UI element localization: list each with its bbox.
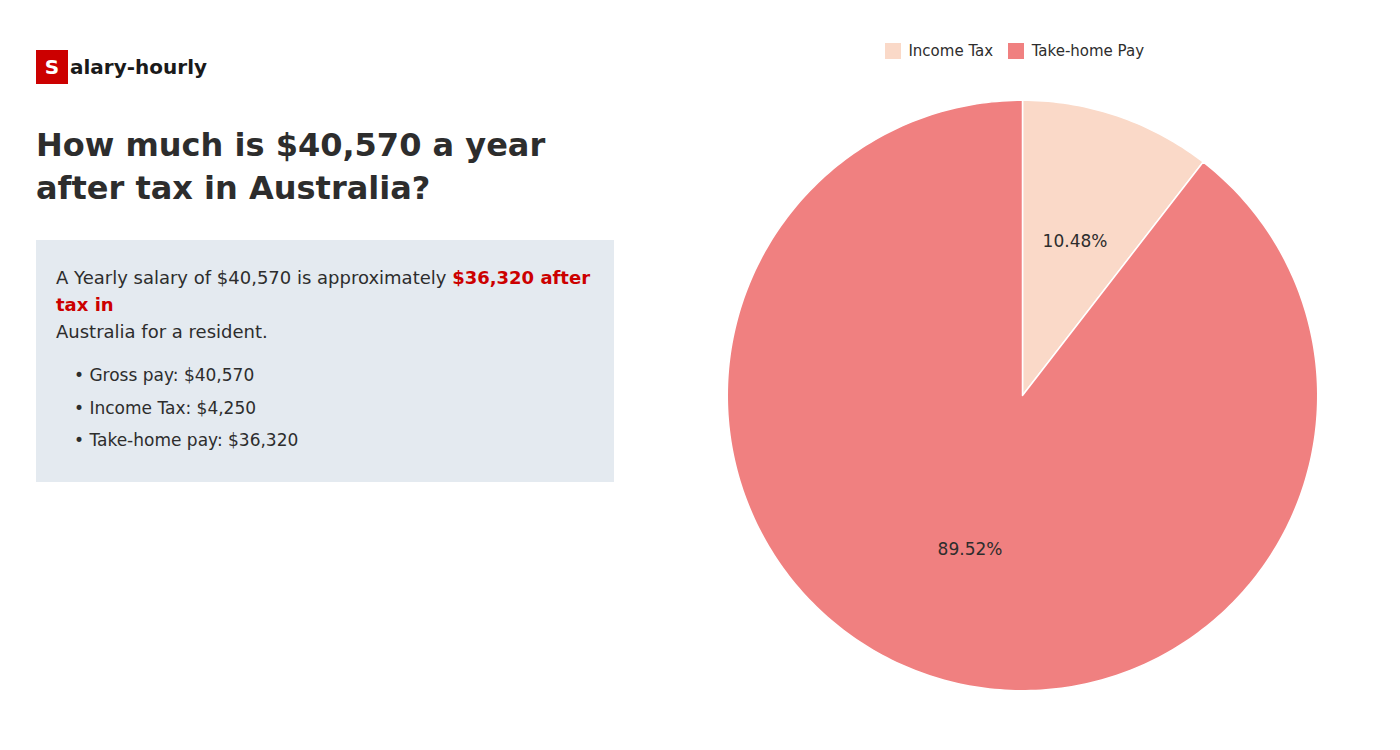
html-text:• Take-home pay: $36,320: • Take-home pay: $36,320 bbox=[74, 430, 299, 450]
html-text:A Yearly salary of $40,570 is: A Yearly salary of $40,570 is approximat… bbox=[56, 267, 591, 316]
html-text:S: S bbox=[44, 55, 60, 79]
html-text:How much is $40,570 a year aft: How much is $40,570 a year after tax in … bbox=[36, 126, 546, 208]
html-text:• Income Tax: $4,250: • Income Tax: $4,250 bbox=[74, 397, 257, 418]
html-text:Income Tax: Income Tax bbox=[908, 42, 994, 61]
html-text:• Gross pay: $40,570: • Gross pay: $40,570 bbox=[74, 365, 255, 386]
html-text:Take-home Pay: Take-home Pay bbox=[1031, 42, 1145, 61]
html-text:alary-hourly: alary-hourly bbox=[70, 55, 207, 79]
svg-text:89.52%: 89.52% bbox=[938, 539, 1003, 559]
svg-text:10.48%: 10.48% bbox=[1043, 232, 1108, 252]
html-text:Australia for a resident.: Australia for a resident. bbox=[56, 321, 268, 343]
